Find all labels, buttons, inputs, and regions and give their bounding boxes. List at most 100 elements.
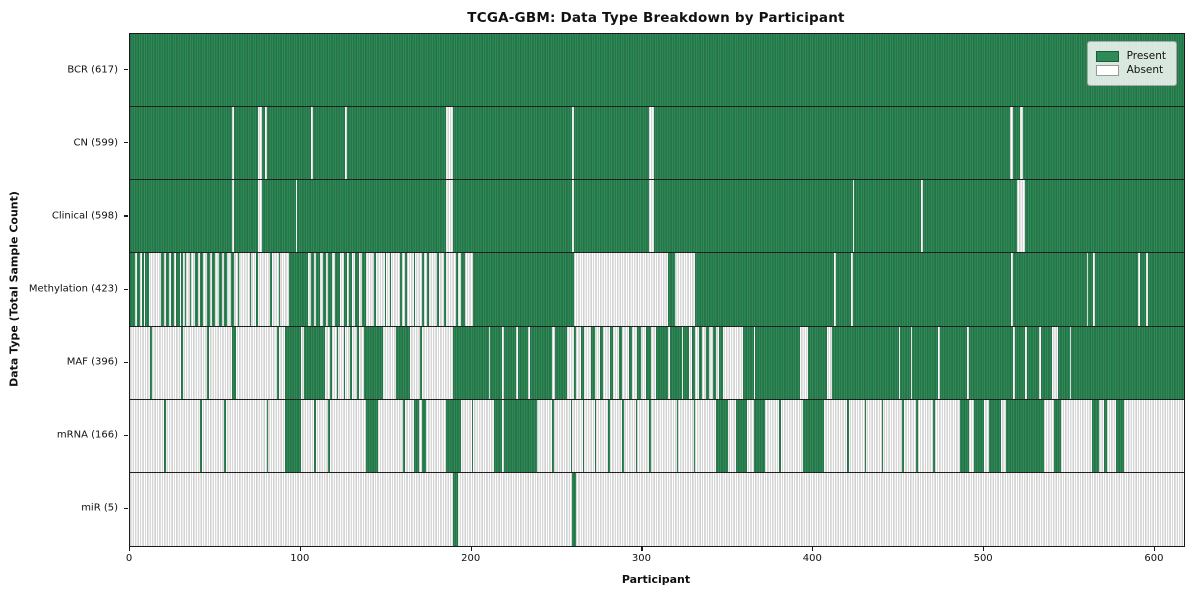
- absent-segment: [169, 253, 171, 326]
- present-segment: [902, 399, 904, 472]
- present-segment: [989, 399, 1002, 472]
- absent-segment: [898, 326, 901, 399]
- y-tick-label-clinical: Clinical (598): [51, 210, 118, 222]
- absent-segment: [651, 326, 657, 399]
- absent-segment: [1025, 326, 1027, 399]
- absent-segment: [1013, 326, 1015, 399]
- absent-segment: [688, 326, 692, 399]
- absent-segment: [488, 326, 491, 399]
- present-segment: [847, 399, 850, 472]
- absent-segment: [258, 107, 262, 180]
- absent-segment: [649, 107, 655, 180]
- present-segment: [403, 399, 406, 472]
- absent-segment: [345, 326, 351, 399]
- present-segment: [314, 399, 317, 472]
- absent-segment: [681, 326, 684, 399]
- present-segment: [446, 399, 462, 472]
- present-segment: [973, 399, 985, 472]
- absent-segment: [938, 326, 940, 399]
- present-segment: [285, 399, 301, 472]
- present-segment: [753, 399, 766, 472]
- x-tick-label-200: 200: [461, 553, 481, 564]
- absent-segment: [152, 326, 182, 399]
- absent-segment: [164, 253, 166, 326]
- absent-segment: [215, 253, 219, 326]
- x-tick-label-500: 500: [973, 553, 993, 564]
- row-clinical: [130, 180, 1184, 254]
- present-segment: [1091, 399, 1099, 472]
- chart-title: TCGA-GBM: Data Type Breakdown by Partici…: [467, 10, 845, 26]
- y-tick-label-mrna: mRNA (166): [56, 429, 118, 441]
- present-segment: [570, 399, 573, 472]
- absent-segment: [239, 253, 250, 326]
- absent-segment: [278, 326, 286, 399]
- absent-segment: [1146, 253, 1149, 326]
- absent-segment: [300, 326, 305, 399]
- absent-segment: [584, 326, 592, 399]
- absent-segment: [331, 253, 335, 326]
- y-tick-mark: [124, 507, 128, 510]
- absent-segment: [446, 180, 453, 253]
- absent-segment: [258, 180, 262, 253]
- absent-segment: [709, 326, 713, 399]
- absent-segment: [528, 326, 530, 399]
- y-tick-mark: [124, 215, 128, 217]
- absent-segment: [702, 326, 706, 399]
- x-tick-label-400: 400: [802, 553, 822, 564]
- absent-segment: [258, 253, 271, 326]
- absent-swatch: [1095, 65, 1119, 76]
- legend-item-absent: Absent: [1095, 65, 1166, 76]
- x-tick-label-300: 300: [631, 553, 652, 564]
- x-tick-mark: [470, 546, 472, 551]
- absent-segment: [251, 253, 257, 326]
- absent-segment: [910, 326, 913, 399]
- present-segment: [779, 399, 781, 472]
- absent-segment: [401, 253, 406, 326]
- y-tick-label-maf: MAF (396): [66, 356, 118, 368]
- absent-segment: [326, 253, 329, 326]
- y-tick-mark: [124, 288, 128, 290]
- y-tick-mark: [124, 142, 128, 144]
- present-segment: [608, 399, 611, 472]
- x-tick-mark: [299, 546, 301, 551]
- present-segment: [504, 399, 537, 472]
- legend-item-present: Present: [1095, 51, 1166, 62]
- absent-segment: [319, 253, 324, 326]
- absent-segment: [410, 326, 421, 399]
- y-tick-mark: [124, 69, 128, 71]
- x-tick-mark: [1153, 546, 1156, 551]
- present-segment: [266, 399, 269, 472]
- present-segment: [452, 472, 458, 546]
- absent-segment: [208, 326, 233, 399]
- absent-segment: [179, 253, 182, 326]
- absent-segment: [722, 326, 744, 399]
- present-segment: [493, 399, 503, 472]
- absent-segment: [182, 253, 185, 326]
- absent-segment: [358, 326, 365, 399]
- absent-segment: [391, 253, 400, 326]
- present-segment: [621, 399, 624, 472]
- row-bcr: [130, 34, 1184, 108]
- absent-segment: [516, 326, 518, 399]
- present-segment: [864, 399, 867, 472]
- absent-segment: [264, 107, 267, 180]
- absent-segment: [833, 253, 836, 326]
- y-tick-label-cn: CN (599): [73, 137, 118, 149]
- absent-segment: [186, 253, 190, 326]
- absent-segment: [358, 253, 363, 326]
- present-segment: [803, 399, 824, 472]
- absent-segment: [799, 326, 809, 399]
- absent-segment: [502, 326, 505, 399]
- absent-segment: [1052, 326, 1058, 399]
- rows-container: [130, 34, 1184, 546]
- y-tick-label-bcr: BCR (617): [67, 64, 118, 76]
- row-cn: [130, 107, 1184, 181]
- absent-segment: [574, 253, 669, 326]
- present-segment: [1006, 399, 1044, 472]
- absent-segment: [311, 107, 313, 180]
- absent-segment: [826, 326, 833, 399]
- y-tick-label-mir: miR (5): [81, 502, 118, 514]
- absent-segment: [572, 107, 575, 180]
- absent-segment: [338, 326, 344, 399]
- present-segment: [422, 399, 426, 472]
